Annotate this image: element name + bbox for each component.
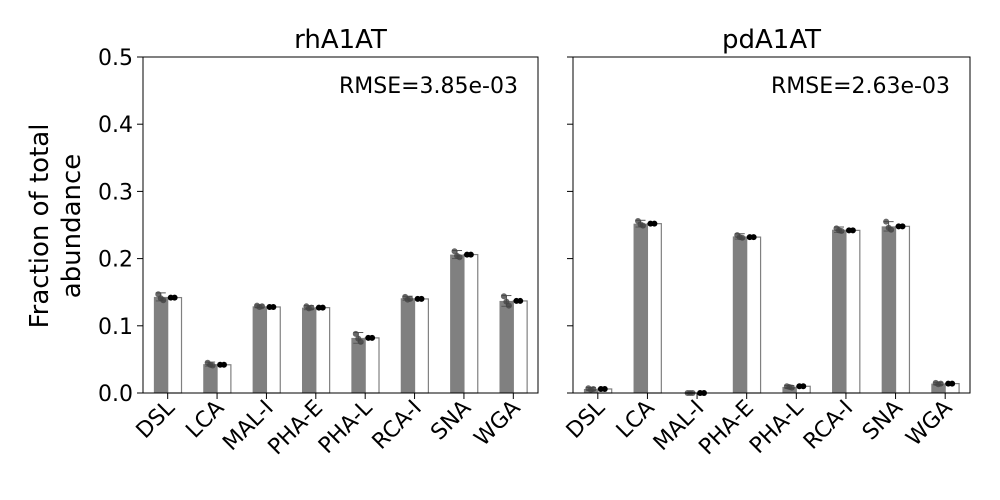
x-tick-label: RCA-I <box>799 396 858 455</box>
x-tick-label: WGA <box>470 396 526 452</box>
x-tick-label: PHA-E <box>694 396 759 461</box>
bar-predicted <box>463 253 479 394</box>
predicted-point <box>601 385 608 392</box>
predicted-point <box>899 223 906 230</box>
x-tick-label: DSL <box>562 395 611 444</box>
panel-title: rhA1AT <box>294 25 387 55</box>
predicted-point <box>270 303 277 310</box>
x-tick-label: WGA <box>902 396 958 452</box>
x-tick-label: PHA-L <box>314 395 378 459</box>
x-tick-label: SNA <box>426 396 476 446</box>
y-axis-label-line2: abundance <box>57 154 87 299</box>
replicate-point <box>357 338 364 345</box>
predicted-point <box>369 334 376 341</box>
bar-measured <box>499 300 514 393</box>
replicate-point <box>505 302 512 309</box>
replicate-point <box>888 226 895 233</box>
bar-predicted <box>265 306 281 394</box>
bar-predicted <box>845 229 861 394</box>
bar-predicted <box>315 307 331 394</box>
axes-frame <box>572 56 971 394</box>
replicate-point <box>838 228 845 235</box>
y-axis-label-line1: Fraction of total <box>25 124 55 329</box>
x-tick-label: RCA-I <box>368 396 427 455</box>
bar-measured <box>782 386 797 393</box>
bar-predicted <box>413 298 429 394</box>
bar-measured <box>153 296 168 393</box>
bar-measured <box>252 306 267 393</box>
replicate-point <box>259 303 266 310</box>
bar-predicted <box>646 223 662 394</box>
x-tick-label: PHA-E <box>264 396 329 461</box>
bar-predicted <box>167 296 183 394</box>
y-axis-label: Fraction of total abundance <box>25 124 87 329</box>
bar-measured <box>203 364 218 393</box>
panel-title: pdA1AT <box>722 25 821 55</box>
bar-predicted <box>216 364 232 394</box>
bar-predicted <box>894 225 911 394</box>
bar-predicted <box>512 300 528 394</box>
replicate-point <box>590 385 597 392</box>
replicate-point <box>788 384 795 391</box>
predicted-point <box>949 380 956 387</box>
replicate-point <box>937 380 944 387</box>
bar-measured <box>450 254 464 393</box>
rmse-annotation: RMSE=3.85e-03 <box>339 74 518 99</box>
x-tick-label: DSL <box>132 395 181 444</box>
predicted-point <box>171 294 178 301</box>
replicate-point <box>739 234 746 241</box>
bar-measured <box>732 236 747 393</box>
predicted-point <box>319 304 326 311</box>
replicate-point <box>160 297 167 304</box>
replicate-point <box>639 222 646 229</box>
predicted-point <box>467 251 474 258</box>
replicate-point <box>883 218 890 225</box>
x-tick-label: SNA <box>858 396 908 446</box>
predicted-point <box>418 295 425 302</box>
axes-frame <box>142 56 539 394</box>
replicate-point <box>500 293 507 300</box>
replicate-point <box>308 304 315 311</box>
predicted-point <box>800 383 807 390</box>
bar-measured <box>301 307 316 393</box>
replicate-point <box>451 248 458 255</box>
replicate-point <box>407 295 414 302</box>
bar-measured <box>633 223 648 393</box>
y-tick-label: 0.0 <box>98 382 133 407</box>
bar-measured <box>832 229 846 393</box>
x-tick-label: PHA-L <box>745 395 809 459</box>
predicted-point <box>651 220 658 227</box>
replicate-point <box>209 362 216 369</box>
y-tick-label: 0.1 <box>98 315 133 340</box>
predicted-point <box>220 361 227 368</box>
bar-measured <box>881 226 896 393</box>
predicted-point <box>517 297 524 304</box>
bar-measured <box>931 383 946 393</box>
predicted-point <box>849 227 856 234</box>
bar-predicted <box>746 236 762 394</box>
rmse-annotation: RMSE=2.63e-03 <box>771 74 950 99</box>
y-tick-label: 0.5 <box>98 46 133 71</box>
replicate-point <box>456 254 463 261</box>
y-tick-label: 0.4 <box>98 113 133 138</box>
y-tick-label: 0.2 <box>98 248 133 273</box>
bar-predicted <box>364 337 380 394</box>
replicate-point <box>352 330 359 337</box>
predicted-point <box>750 234 757 241</box>
y-tick-label: 0.3 <box>98 180 133 205</box>
bar-measured <box>400 298 415 393</box>
bar-measured <box>351 337 366 393</box>
